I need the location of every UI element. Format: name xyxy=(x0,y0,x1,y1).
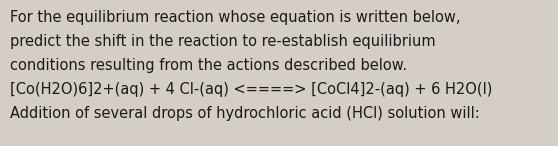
Text: conditions resulting from the actions described below.: conditions resulting from the actions de… xyxy=(10,58,407,73)
Text: [Co(H2O)6]2+(aq) + 4 Cl-(aq) <====> [CoCl4]2-(aq) + 6 H2O(l): [Co(H2O)6]2+(aq) + 4 Cl-(aq) <====> [CoC… xyxy=(10,82,492,97)
Text: Addition of several drops of hydrochloric acid (HCl) solution will:: Addition of several drops of hydrochlori… xyxy=(10,106,480,121)
Text: For the equilibrium reaction whose equation is written below,: For the equilibrium reaction whose equat… xyxy=(10,10,460,25)
Text: predict the shift in the reaction to re-establish equilibrium: predict the shift in the reaction to re-… xyxy=(10,34,436,49)
